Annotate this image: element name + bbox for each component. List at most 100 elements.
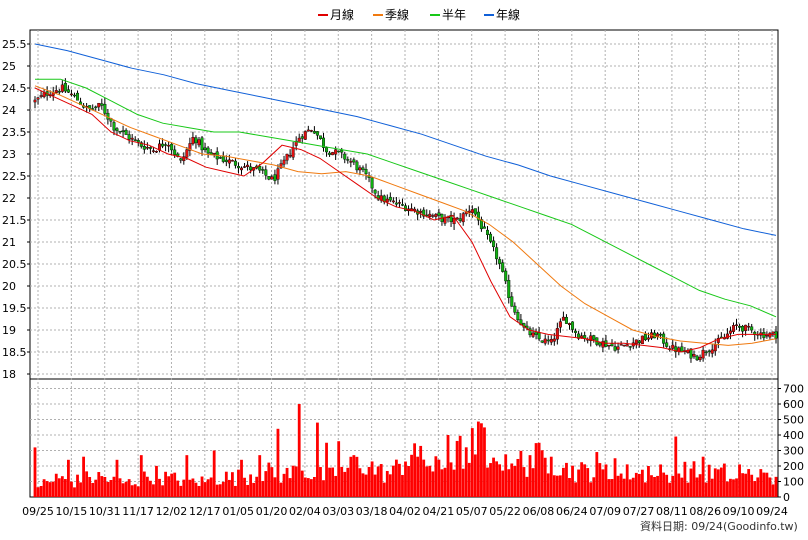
volume-bar-236 — [750, 474, 754, 497]
candle-body-68 — [240, 167, 244, 171]
candle-body-112 — [373, 189, 377, 194]
volume-bar-14 — [76, 474, 79, 497]
price-tick-label-15: 25.5 — [2, 38, 27, 51]
candle-body-90 — [306, 129, 310, 132]
volume-bar-138 — [452, 469, 456, 497]
volume-bar-35 — [139, 455, 143, 497]
volume-bar-199 — [637, 473, 641, 497]
candle-body-191 — [613, 346, 617, 351]
volume-bar-101 — [340, 466, 344, 497]
volume-bar-242 — [768, 477, 772, 497]
candle-body-155 — [504, 270, 508, 282]
volume-bar-64 — [227, 479, 231, 497]
date-tick-label-16: 06/24 — [556, 505, 588, 518]
candle-body-175 — [564, 316, 568, 324]
candlesticks — [33, 78, 778, 363]
volume-bar-200 — [640, 469, 644, 497]
candle-body-66 — [233, 160, 237, 166]
volume-bars — [33, 404, 778, 497]
candle-body-69 — [243, 166, 247, 168]
volume-bar-36 — [142, 471, 146, 497]
date-tick-label-11: 04/02 — [389, 505, 421, 518]
volume-bar-18 — [88, 476, 92, 497]
candle-body-61 — [218, 157, 222, 159]
volume-bar-193 — [619, 473, 623, 497]
moving-average-lines — [34, 43, 777, 353]
volume-bar-170 — [549, 456, 553, 497]
price-tick-label-5: 20.5 — [2, 258, 27, 271]
candle-body-53 — [194, 137, 198, 144]
legend-label-2: 半年 — [442, 8, 466, 22]
candle-body-2 — [39, 95, 43, 97]
volume-bar-125 — [413, 443, 417, 497]
candle-body-63 — [224, 159, 228, 163]
candle-body-105 — [352, 159, 356, 163]
volume-bar-32 — [130, 485, 134, 497]
volume-bar-78 — [270, 467, 274, 497]
candle-body-205 — [656, 333, 660, 337]
date-tick-label-1: 10/15 — [56, 505, 88, 518]
candle-body-14 — [76, 92, 80, 101]
volume-bar-19 — [91, 482, 95, 497]
price-tick-label-9: 22.5 — [2, 170, 27, 183]
candle-body-156 — [507, 280, 511, 299]
volume-bar-203 — [650, 475, 653, 497]
volume-bar-117 — [388, 474, 392, 497]
candle-body-1 — [36, 97, 40, 100]
volume-bar-79 — [273, 477, 277, 497]
volume-bar-239 — [759, 469, 763, 497]
volume-bar-233 — [741, 473, 744, 497]
candle-body-212 — [677, 347, 681, 352]
price-tick-label-12: 24 — [2, 104, 16, 117]
legend-label-0: 月線 — [330, 7, 354, 22]
candle-body-137 — [449, 214, 453, 222]
volume-bar-51 — [188, 479, 192, 497]
candle-body-121 — [400, 204, 404, 206]
price-tick-label-11: 23.5 — [2, 126, 27, 139]
candle-body-77 — [267, 176, 271, 180]
candle-body-151 — [492, 240, 496, 248]
candle-body-141 — [461, 213, 465, 223]
candle-body-193 — [619, 344, 623, 346]
price-tick-label-13: 24.5 — [2, 82, 27, 95]
candle-body-233 — [741, 326, 745, 332]
candle-body-102 — [343, 153, 347, 160]
volume-bar-230 — [732, 479, 735, 497]
candle-body-97 — [328, 152, 332, 155]
date-axis: 09/25 10/15 10/31 11/17 12/02 12/17 01/05 01/20… — [22, 505, 788, 518]
volume-bar-72 — [252, 482, 256, 497]
volume-bar-22 — [100, 476, 104, 497]
candle-body-29 — [121, 130, 125, 132]
candle-body-139 — [455, 217, 459, 220]
volume-bar-243 — [771, 484, 775, 497]
candle-body-144 — [470, 209, 474, 213]
volume-bar-177 — [571, 465, 574, 497]
grid-lines — [30, 30, 778, 497]
legend: 月線 季線 半年 年線 — [318, 7, 520, 22]
volume-bar-227 — [722, 463, 726, 497]
candle-body-154 — [501, 262, 505, 272]
volume-bar-89 — [303, 477, 307, 497]
date-tick-label-18: 07/27 — [623, 505, 655, 518]
volume-bar-190 — [610, 479, 614, 497]
candle-body-93 — [315, 131, 319, 136]
volume-bar-25 — [109, 479, 113, 497]
volume-bar-215 — [686, 482, 690, 497]
date-tick-label-8: 02/04 — [289, 505, 321, 518]
volume-tick-label-5: 500 — [783, 414, 804, 427]
candle-body-31 — [127, 134, 131, 140]
volume-bar-20 — [94, 479, 98, 497]
ma-year-line — [34, 43, 777, 236]
candle-body-20 — [94, 106, 98, 109]
volume-bar-103 — [346, 467, 350, 497]
volume-bar-162 — [525, 476, 529, 497]
candle-body-59 — [212, 152, 216, 155]
candle-body-218 — [695, 355, 699, 361]
volume-bar-62 — [221, 481, 225, 497]
date-tick-label-13: 05/07 — [456, 505, 488, 518]
candle-body-211 — [674, 346, 678, 353]
volume-bar-87 — [297, 404, 301, 497]
candle-body-174 — [561, 316, 565, 321]
candle-body-88 — [300, 136, 304, 139]
candle-body-157 — [510, 296, 514, 307]
